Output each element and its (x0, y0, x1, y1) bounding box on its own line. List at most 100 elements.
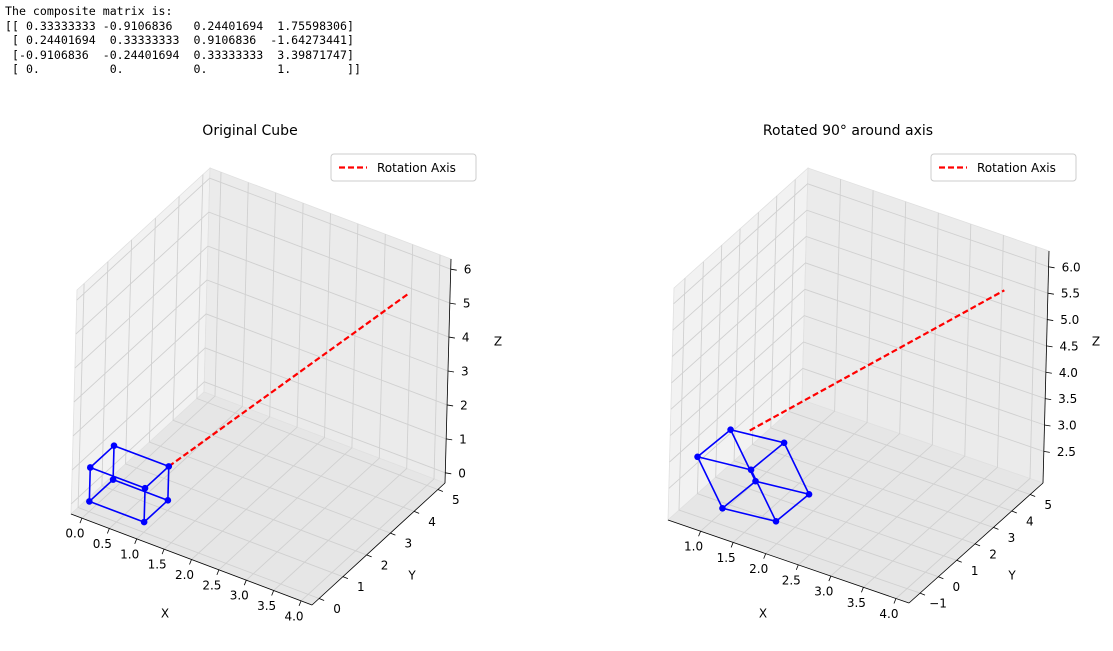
legend-label: Rotation Axis (977, 161, 1056, 175)
z-gridline (75, 211, 450, 335)
x-tick-label: 2.0 (749, 562, 768, 576)
y-tick-label: 2 (989, 547, 997, 561)
z-axis-label: Z (494, 335, 502, 349)
cube-vertex-point (165, 463, 173, 470)
z-tick (447, 370, 455, 373)
y-tick (956, 559, 962, 563)
cube-vertex-point (164, 497, 172, 504)
cube-edge (167, 466, 170, 501)
x-tick (134, 538, 138, 544)
z-tick-label: 6.0 (1062, 260, 1081, 274)
z-tick (448, 336, 455, 339)
x-axis-line (667, 519, 910, 604)
z-tick (446, 438, 453, 441)
z-tick (447, 404, 454, 407)
z-tick-label: 3 (461, 365, 469, 379)
chart-title: Original Cube (202, 123, 297, 139)
x-tick-label: 2.5 (202, 578, 221, 592)
y-tick (919, 592, 926, 596)
y-tick-label: 4 (428, 515, 436, 529)
y-gridline (77, 283, 320, 599)
x-gridline (136, 192, 277, 540)
cube-edge (144, 465, 170, 489)
y-gridline (125, 239, 367, 556)
z-tick (1045, 371, 1052, 374)
y-gridline (172, 196, 415, 512)
z-gridline (72, 313, 448, 437)
cube-edge (697, 429, 732, 458)
z-tick-label: 5.5 (1061, 287, 1080, 301)
x-tick (79, 517, 83, 524)
cube-vertex-point (747, 466, 755, 474)
x-tick (893, 598, 897, 604)
x-tick-label: 1.0 (684, 540, 703, 554)
z-gridline (71, 347, 447, 471)
y-tick (390, 532, 396, 536)
x-tick (161, 549, 165, 555)
cube-edge (89, 500, 145, 523)
legend-label: Rotation Axis (377, 161, 456, 175)
y-tick-label: 1 (971, 564, 979, 578)
x-gridline (245, 234, 386, 581)
chart-panel-1: 0.0 0.5 1.0 1.5 2.0 2.5 3.0 3.5 4.0 0 1 2 3 4 5 0 1 2 3 4 5 6… (65, 123, 502, 623)
z-tick-label: 4.5 (1060, 339, 1079, 353)
z-tick (1044, 424, 1051, 427)
legend: Rotation Axis (330, 153, 477, 182)
y-tick (938, 576, 944, 580)
y-tick (318, 598, 325, 601)
chart-title: Rotated 90° around axis (763, 123, 933, 139)
z-gridline (668, 367, 1044, 489)
x-tick (298, 600, 302, 607)
x-tick-label: 2.5 (782, 573, 801, 587)
x-tick (189, 559, 192, 565)
y-gridline (696, 261, 939, 578)
cube-edge (143, 488, 146, 523)
output-line: [-0.9106836 -0.24401694 0.33333333 3.398… (5, 47, 355, 62)
cube-edge (88, 467, 92, 502)
z-tick (1048, 266, 1055, 269)
z-gridline (74, 245, 450, 369)
cube-edge (113, 444, 170, 468)
cube-vertex-point (86, 498, 93, 505)
y-gridline (751, 212, 994, 528)
y-tick-label: 5 (1044, 498, 1052, 512)
z-tick-label: 6 (464, 263, 472, 277)
cube-vertex-point (727, 426, 734, 434)
output-line: [ 0. 0. 0. 1. ]] (5, 62, 361, 77)
y-tick-label: 0 (333, 602, 341, 616)
z-gridline (73, 279, 449, 403)
x-gridline (732, 190, 874, 543)
output-line: [ 0.24401694 0.33333333 0.9106836 -1.642… (5, 33, 355, 48)
z-tick-label: 3.5 (1058, 392, 1077, 406)
cube-vertex-point (140, 518, 148, 526)
x-gridline (273, 244, 414, 591)
z-gridline (673, 183, 1049, 305)
y-gridline (733, 228, 976, 545)
z-axis-line (1042, 250, 1050, 484)
legend-box (930, 153, 1077, 182)
x-tick-label: 2.0 (175, 568, 194, 582)
x-tick-label: 0.5 (93, 537, 112, 551)
cube-vertex-point (694, 453, 701, 461)
y-tick-label: 1 (357, 580, 365, 594)
y-gridline (196, 174, 439, 490)
x-tick-label: 3.5 (847, 596, 866, 610)
x-tick (861, 587, 864, 593)
x-tick (216, 569, 220, 575)
x-tick (698, 531, 701, 537)
y-tick-label: 3 (405, 537, 413, 551)
z-tick-label: 2.5 (1057, 445, 1076, 459)
x-gridline (108, 182, 249, 529)
x-tick-label: 4.0 (879, 607, 898, 621)
z-tick-label: 3.0 (1058, 419, 1077, 433)
x-gridline (218, 223, 359, 571)
cube-vertex-point (805, 490, 813, 498)
y-gridline (715, 245, 957, 561)
z-tick-label: 0 (458, 466, 466, 480)
y-axis-line (908, 482, 1044, 604)
y-tick (342, 576, 349, 580)
z-tick-label: 4.0 (1059, 366, 1078, 380)
z-tick-label: 1 (459, 432, 467, 446)
output-line: [[ 0.33333333 -0.9106836 0.24401694 1.75… (5, 18, 355, 33)
